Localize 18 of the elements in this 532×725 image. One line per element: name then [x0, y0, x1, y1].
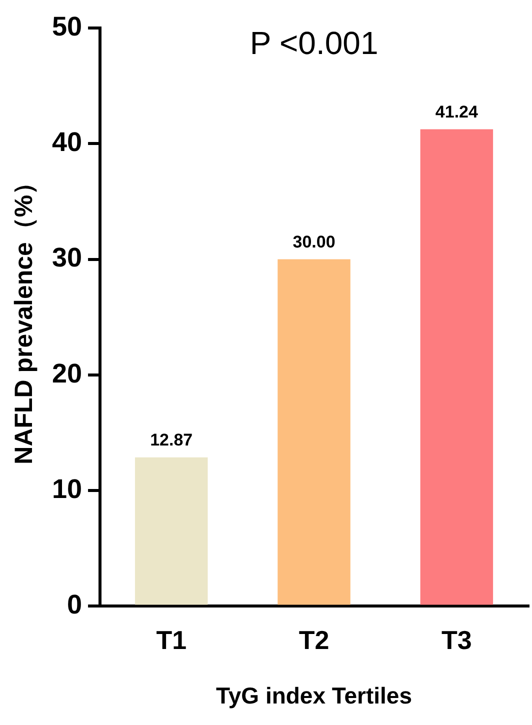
x-tick-label: T1 — [156, 624, 187, 655]
data-label: 30.00 — [292, 232, 336, 252]
x-tick-label: T2 — [298, 624, 330, 655]
bar — [278, 259, 350, 605]
y-tick-label: 10 — [52, 474, 82, 504]
y-axis-title: NAFLD prevalence（%） — [10, 170, 38, 464]
y-tick-label: 30 — [52, 242, 82, 273]
y-tick-label: 50 — [52, 11, 82, 42]
y-tick-label: 40 — [52, 127, 82, 158]
x-tick-label: T3 — [442, 624, 472, 655]
y-tick-label: 20 — [52, 358, 82, 388]
bar — [134, 457, 208, 605]
bar — [420, 129, 494, 605]
data-label: 12.87 — [150, 430, 193, 450]
x-axis-title: TyG index Tertiles — [216, 682, 412, 709]
y-tick-label: 0 — [67, 590, 82, 620]
annotation: P <0.001 — [250, 24, 378, 61]
data-label: 41.24 — [435, 102, 478, 122]
